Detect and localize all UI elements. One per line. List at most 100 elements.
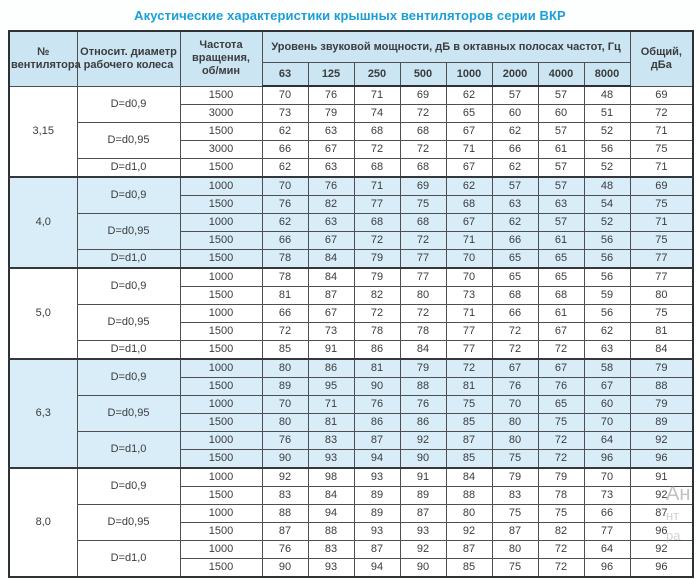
total-cell: 92: [629, 431, 694, 450]
level-cell: 87: [445, 431, 493, 450]
rpm-cell: 1500: [179, 231, 263, 250]
total-cell: 92: [629, 486, 694, 505]
diameter-cell: D=d0,95: [76, 304, 181, 341]
level-cell: 77: [399, 249, 447, 269]
level-cell: 83: [491, 486, 539, 505]
level-cell: 91: [307, 340, 355, 360]
level-cell: 96: [583, 449, 631, 469]
level-cell: 77: [445, 340, 493, 360]
level-cell: 72: [399, 231, 447, 250]
level-cell: 73: [445, 286, 493, 305]
level-cell: 63: [537, 195, 585, 214]
level-cell: 68: [399, 213, 447, 232]
level-cell: 90: [261, 449, 309, 469]
level-cell: 84: [307, 486, 355, 505]
rpm-cell: 1000: [179, 431, 263, 450]
level-cell: 72: [399, 304, 447, 323]
table-row: D=d1,0 1500 78 84 79 77 70 65 65 56 77: [9, 249, 694, 269]
level-cell: 72: [537, 340, 585, 360]
level-cell: 94: [353, 449, 401, 469]
level-cell: 66: [583, 504, 631, 523]
total-cell: 91: [629, 467, 694, 487]
level-cell: 65: [491, 267, 539, 287]
level-cell: 56: [583, 231, 631, 250]
level-cell: 77: [583, 522, 631, 541]
level-cell: 72: [537, 558, 585, 578]
level-cell: 81: [307, 413, 355, 432]
level-cell: 75: [537, 504, 585, 523]
level-cell: 62: [445, 85, 493, 105]
level-cell: 75: [491, 558, 539, 578]
level-cell: 63: [307, 122, 355, 141]
level-cell: 79: [537, 467, 585, 487]
table-row: D=d0,95 1000 70 71 76 76 75 70 65 60 79: [9, 395, 694, 432]
level-cell: 68: [399, 122, 447, 141]
level-cell: 84: [445, 467, 493, 487]
level-cell: 76: [261, 540, 309, 559]
level-cell: 78: [353, 322, 401, 341]
table-row: 6,3 D=d0,9 1000 80 86 81 79 72 67 67 58 79: [8, 358, 694, 469]
rpm-cell: 1500: [179, 85, 263, 105]
table-row: 8,0 D=d0,9 1000 92 98 93 91 84 79 79 70 91: [8, 467, 694, 578]
table-row: D=d1,0 1000 76 83 87 92 87 80 72 64 92: [9, 540, 694, 578]
table-row: 3000 66 67 72 72 71 66 61 56 75: [9, 140, 694, 159]
level-cell: 62: [583, 322, 631, 341]
table-row: 1500 90 93 94 90 85 75 72 96 96: [9, 449, 694, 469]
level-cell: 48: [583, 176, 631, 196]
level-cell: 57: [537, 122, 585, 141]
level-cell: 67: [445, 213, 493, 232]
level-cell: 84: [399, 340, 447, 360]
level-cell: 60: [583, 395, 631, 414]
total-cell: 80: [629, 286, 694, 305]
level-cell: 48: [583, 85, 631, 105]
total-cell: 84: [629, 340, 694, 360]
level-cell: 72: [491, 322, 539, 341]
table-header: № вентилятора Относит. диаметр рабочего …: [8, 30, 694, 87]
total-cell: 71: [629, 122, 694, 141]
level-cell: 78: [399, 322, 447, 341]
rpm-cell: 1000: [179, 395, 263, 414]
total-cell: 71: [629, 158, 694, 178]
level-cell: 68: [353, 213, 401, 232]
rpm-cell: 1500: [179, 286, 263, 305]
total-cell: 88: [629, 377, 694, 396]
diameter-cell: D=d1,0: [76, 431, 181, 469]
level-cell: 72: [399, 140, 447, 159]
level-cell: 80: [445, 504, 493, 523]
level-cell: 91: [399, 467, 447, 487]
fan-number-cell: 3,15: [8, 85, 78, 178]
rpm-cell: 1500: [179, 522, 263, 541]
level-cell: 90: [261, 558, 309, 578]
diameter-cell: D=d1,0: [76, 540, 181, 578]
table-body: 3,15 D=d0,9 1500 70 76 71 69 62 57 57 48 69 3000 73 79…: [8, 85, 694, 578]
level-cell: 71: [353, 85, 401, 105]
level-cell: 71: [445, 304, 493, 323]
fan-number-cell: 4,0: [8, 176, 78, 269]
level-cell: 72: [353, 231, 401, 250]
level-cell: 93: [399, 522, 447, 541]
level-cell: 83: [307, 431, 355, 450]
level-cell: 93: [307, 449, 355, 469]
level-cell: 70: [261, 395, 309, 414]
rpm-cell: 1000: [179, 540, 263, 559]
total-cell: 79: [629, 358, 694, 378]
table-row: D=d0,95 1000 88 94 89 87 80 75 75 66 87: [9, 504, 694, 541]
level-cell: 80: [491, 413, 539, 432]
level-cell: 67: [583, 377, 631, 396]
level-cell: 51: [583, 104, 631, 123]
level-cell: 85: [261, 340, 309, 360]
header-band-2000: 2000: [491, 62, 539, 87]
level-cell: 88: [261, 504, 309, 523]
level-cell: 62: [261, 158, 309, 178]
rpm-cell: 1000: [179, 358, 263, 378]
level-cell: 76: [491, 377, 539, 396]
level-cell: 80: [261, 413, 309, 432]
table-row: 1500 66 67 72 72 71 66 61 56 75: [9, 231, 694, 250]
level-cell: 70: [583, 413, 631, 432]
total-cell: 75: [629, 304, 694, 323]
level-cell: 60: [491, 104, 539, 123]
page-title: Акустические характеристики крышных вент…: [134, 8, 566, 23]
level-cell: 79: [307, 104, 355, 123]
level-cell: 89: [353, 486, 401, 505]
level-cell: 90: [353, 377, 401, 396]
